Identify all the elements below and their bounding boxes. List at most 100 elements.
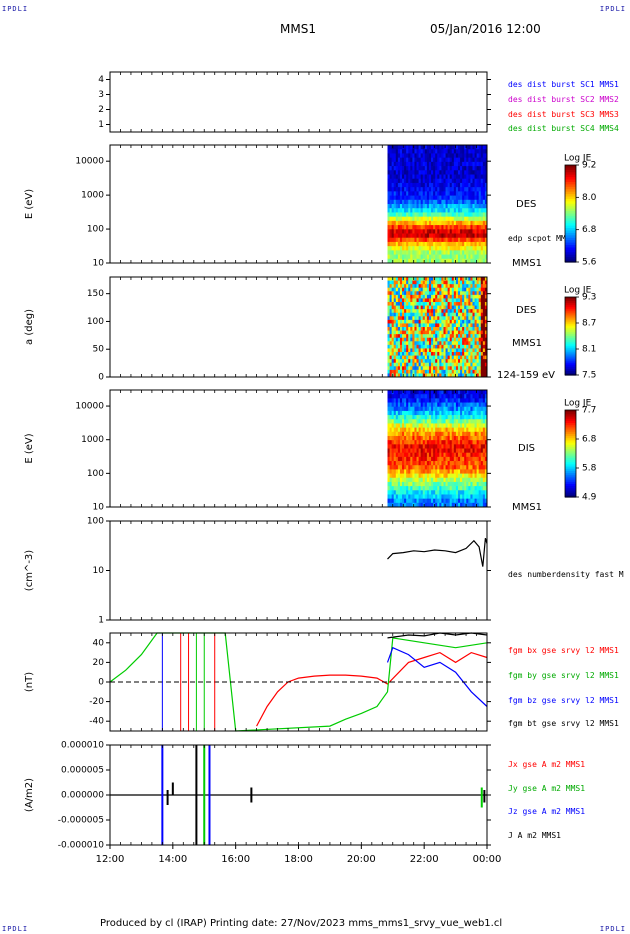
heatmap-des-pitch-cell <box>422 352 426 356</box>
legend-burst-sc1: des dist burst SC1 MMS1 <box>508 80 619 89</box>
heatmap-des-pitch-cell <box>443 348 446 353</box>
heatmap-des-energy-cell <box>478 237 482 243</box>
heatmap-des-pitch-cell <box>422 369 426 374</box>
heatmap-des-energy-cell <box>453 174 457 180</box>
heatmap-dis-energy-cell <box>420 419 424 424</box>
heatmap-des-pitch-cell <box>424 298 428 303</box>
heatmap-des-pitch-cell <box>445 362 449 367</box>
heatmap-des-energy-cell <box>437 229 440 234</box>
heatmap-dis-energy-cell <box>402 481 405 487</box>
heatmap-dis-energy-cell <box>414 490 417 495</box>
heatmap-des-pitch-cell <box>449 305 453 310</box>
heatmap-des-pitch-cell <box>408 352 411 356</box>
colorbar-2-cell-18 <box>565 449 576 452</box>
heatmap-des-pitch-cell <box>460 284 463 289</box>
heatmap-des-pitch-cell <box>416 355 420 360</box>
heatmap-des-pitch-cell <box>428 316 432 321</box>
heatmap-des-energy-cell <box>480 220 484 226</box>
heatmap-dis-energy-cell <box>480 456 484 462</box>
heatmap-des-pitch-cell <box>468 291 471 296</box>
heatmap-dis-energy-cell <box>460 398 463 403</box>
heatmap-des-pitch-cell <box>402 323 405 328</box>
heatmap-des-pitch-cell <box>445 280 449 285</box>
colorbar-1-cell-13 <box>565 322 576 325</box>
ytick-label-4-2: 1 <box>98 616 104 626</box>
heatmap-des-pitch-cell <box>470 287 473 292</box>
heatmap-des-pitch-cell <box>449 319 453 324</box>
heatmap-des-pitch-cell <box>472 291 475 296</box>
heatmap-des-pitch-cell <box>414 302 417 306</box>
heatmap-des-energy-cell <box>439 199 442 205</box>
heatmap-des-pitch-cell <box>416 359 420 364</box>
heatmap-des-pitch-cell <box>404 341 407 346</box>
heatmap-dis-energy-cell <box>420 394 424 399</box>
heatmap-des-energy-cell <box>391 157 395 163</box>
heatmap-des-energy-cell <box>414 225 417 230</box>
heatmap-dis-energy-cell <box>414 486 417 491</box>
colorbar-0-cell-25 <box>565 225 576 229</box>
heatmap-des-energy-cell <box>449 229 453 234</box>
heatmap-des-pitch-cell <box>457 355 461 360</box>
heatmap-des-energy-cell <box>428 220 432 226</box>
heatmap-dis-energy-cell <box>466 448 469 454</box>
heatmap-des-pitch-cell <box>412 294 415 299</box>
heatmap-des-pitch-cell <box>389 366 393 371</box>
heatmap-dis-energy-cell <box>480 490 484 495</box>
heatmap-des-energy-cell <box>389 225 393 230</box>
heatmap-des-pitch-cell <box>412 334 415 339</box>
heatmap-des-pitch-cell <box>433 366 436 371</box>
heatmap-dis-energy-cell <box>397 498 401 504</box>
panel-frame-4 <box>109 520 488 621</box>
heatmap-dis-energy-cell <box>399 390 403 395</box>
colorbar-1-cell-20 <box>565 336 576 339</box>
heatmap-des-pitch-cell <box>455 323 459 328</box>
heatmap-des-energy-cell <box>462 157 465 163</box>
heatmap-des-pitch-cell <box>472 366 475 371</box>
heatmap-dis-energy-cell <box>414 406 417 412</box>
heatmap-dis-energy-cell <box>468 494 471 500</box>
heatmap-dis-energy-cell <box>389 394 393 399</box>
heatmap-des-pitch-cell <box>420 355 424 360</box>
heatmap-des-pitch-cell <box>474 352 478 356</box>
heatmap-des-pitch-cell <box>484 284 488 289</box>
heatmap-dis-energy-cell <box>476 498 480 504</box>
heatmap-dis-energy-cell <box>393 423 397 429</box>
heatmap-dis-energy-cell <box>399 461 403 466</box>
heatmap-des-pitch-cell <box>391 298 395 303</box>
heatmap-des-pitch-cell <box>462 280 465 285</box>
heatmap-dis-energy-cell <box>404 469 407 474</box>
heatmap-des-pitch-cell <box>402 312 405 317</box>
heatmap-des-pitch-cell <box>455 309 459 314</box>
heatmap-des-energy-cell <box>404 254 407 260</box>
heatmap-des-energy-cell <box>408 229 411 234</box>
heatmap-dis-energy-cell <box>406 440 409 445</box>
heatmap-dis-energy-cell <box>449 444 453 449</box>
corner-tag-bottom-left: IPDLI <box>2 925 29 933</box>
heatmap-des-pitch-cell <box>408 305 411 310</box>
heatmap-des-pitch-cell <box>395 323 399 328</box>
colorbar-1-cell-28 <box>565 351 576 355</box>
heatmap-dis-energy-cell <box>451 419 455 424</box>
heatmap-dis-energy-cell <box>404 402 407 408</box>
heatmap-dis-energy-cell <box>453 444 457 449</box>
heatmap-dis-energy-cell <box>462 427 465 433</box>
heatmap-des-energy-cell <box>431 258 434 264</box>
heatmap-des-pitch-cell <box>426 323 430 328</box>
heatmap-des-pitch-cell <box>404 369 407 374</box>
heatmap-des-pitch-cell <box>431 305 434 310</box>
heatmap-des-energy-cell <box>402 212 405 218</box>
heatmap-des-pitch-cell <box>404 291 407 296</box>
heatmap-des-pitch-cell <box>464 334 467 339</box>
heatmap-des-pitch-cell <box>418 284 422 289</box>
heatmap-des-pitch-cell <box>445 352 449 356</box>
heatmap-des-pitch-cell <box>443 316 446 321</box>
heatmap-des-pitch-cell <box>482 294 486 299</box>
heatmap-des-pitch-cell <box>420 373 424 378</box>
heatmap-des-pitch-cell <box>472 369 475 374</box>
heatmap-dis-energy-cell <box>414 390 417 395</box>
heatmap-des-pitch-cell <box>395 280 399 285</box>
heatmap-dis-energy-cell <box>457 394 461 399</box>
heatmap-des-pitch-cell <box>462 362 465 367</box>
heatmap-des-pitch-cell <box>428 337 432 342</box>
heatmap-dis-energy-cell <box>466 477 469 483</box>
